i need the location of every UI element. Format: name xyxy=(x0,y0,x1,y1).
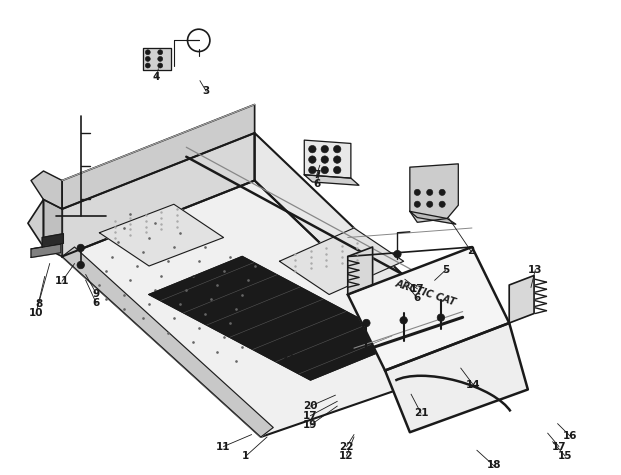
Text: 6: 6 xyxy=(313,179,320,190)
Text: 7: 7 xyxy=(313,170,320,180)
Text: 10: 10 xyxy=(29,308,43,319)
Text: 18: 18 xyxy=(486,460,501,471)
Text: 22: 22 xyxy=(339,441,354,452)
Circle shape xyxy=(427,201,433,208)
Polygon shape xyxy=(28,200,43,247)
Polygon shape xyxy=(304,175,359,185)
Circle shape xyxy=(333,145,341,153)
Text: 21: 21 xyxy=(414,408,428,418)
Circle shape xyxy=(437,314,445,321)
Polygon shape xyxy=(149,256,404,380)
Polygon shape xyxy=(43,200,62,256)
Text: 2: 2 xyxy=(467,246,474,256)
Text: 1: 1 xyxy=(242,451,250,461)
Text: 5: 5 xyxy=(442,265,450,275)
Polygon shape xyxy=(410,164,458,222)
Circle shape xyxy=(439,189,445,196)
Circle shape xyxy=(309,166,316,174)
Circle shape xyxy=(309,145,316,153)
Text: 14: 14 xyxy=(466,380,481,390)
Text: 23: 23 xyxy=(279,353,294,364)
Polygon shape xyxy=(509,276,534,323)
Text: 11: 11 xyxy=(55,276,70,286)
Circle shape xyxy=(77,261,84,269)
Circle shape xyxy=(145,57,150,61)
Polygon shape xyxy=(255,133,453,370)
Circle shape xyxy=(427,189,433,196)
Circle shape xyxy=(158,57,163,61)
Polygon shape xyxy=(62,133,255,256)
Text: 15: 15 xyxy=(558,451,573,461)
Polygon shape xyxy=(62,104,255,209)
Polygon shape xyxy=(42,234,63,247)
Text: 11: 11 xyxy=(216,441,231,452)
Circle shape xyxy=(439,201,445,208)
Text: 6: 6 xyxy=(93,298,100,308)
Text: 3: 3 xyxy=(202,86,210,96)
Text: 19: 19 xyxy=(303,420,318,430)
Text: 17: 17 xyxy=(303,410,318,421)
Circle shape xyxy=(333,156,341,163)
Circle shape xyxy=(321,156,329,163)
Polygon shape xyxy=(31,244,61,257)
Polygon shape xyxy=(410,211,456,224)
Text: 12: 12 xyxy=(339,451,354,461)
Polygon shape xyxy=(304,140,351,178)
Text: 13: 13 xyxy=(528,265,543,275)
Text: 20: 20 xyxy=(303,401,318,411)
Text: 8: 8 xyxy=(35,299,42,309)
Circle shape xyxy=(333,166,341,174)
Polygon shape xyxy=(31,171,62,209)
Polygon shape xyxy=(62,180,453,437)
Polygon shape xyxy=(385,323,528,432)
Text: ARCTIC CAT: ARCTIC CAT xyxy=(394,278,457,308)
Polygon shape xyxy=(143,48,171,70)
Circle shape xyxy=(400,316,407,324)
Text: 6: 6 xyxy=(414,293,421,304)
Polygon shape xyxy=(348,247,373,294)
Circle shape xyxy=(414,201,420,208)
Polygon shape xyxy=(279,228,404,294)
Text: 3: 3 xyxy=(283,344,291,354)
Circle shape xyxy=(158,50,163,55)
Text: 17: 17 xyxy=(410,284,425,294)
Text: 16: 16 xyxy=(563,431,578,441)
Text: 9: 9 xyxy=(93,288,100,299)
Circle shape xyxy=(309,156,316,163)
Polygon shape xyxy=(348,247,509,370)
Circle shape xyxy=(321,166,329,174)
Circle shape xyxy=(363,319,370,327)
Circle shape xyxy=(145,63,150,68)
Circle shape xyxy=(77,244,84,252)
Polygon shape xyxy=(62,247,273,437)
Circle shape xyxy=(145,50,150,55)
Text: 17: 17 xyxy=(551,441,566,452)
Circle shape xyxy=(321,145,329,153)
Circle shape xyxy=(414,189,420,196)
Circle shape xyxy=(394,250,401,258)
Circle shape xyxy=(158,63,163,68)
Text: 4: 4 xyxy=(153,72,160,82)
Polygon shape xyxy=(99,204,224,266)
